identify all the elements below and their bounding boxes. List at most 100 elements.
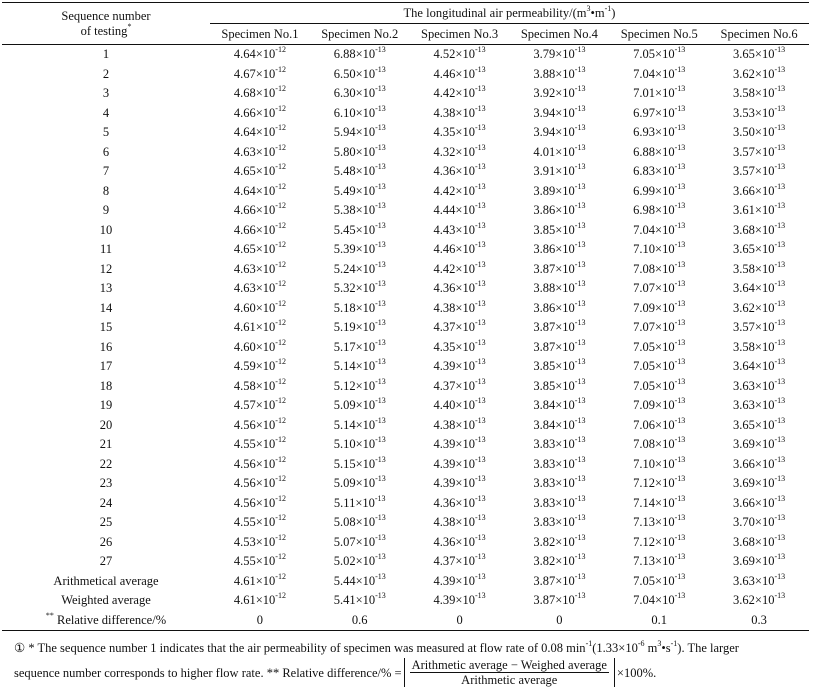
times-sign: × <box>355 300 363 315</box>
mantissa: 3.82 <box>533 554 556 569</box>
mantissa: 5.24 <box>333 261 356 276</box>
base: 10 <box>362 281 376 296</box>
mantissa: 4.56 <box>233 495 256 510</box>
permeability-value: 3.66×10-13 <box>709 494 809 514</box>
base: 10 <box>462 320 475 335</box>
exponent: -13 <box>774 376 786 386</box>
base: 10 <box>562 359 575 374</box>
footnote-exp1: -1 <box>585 639 593 648</box>
permeability-value: 3.84×10-13 <box>509 416 609 436</box>
mantissa: 4.39 <box>433 573 456 588</box>
exponent: -12 <box>275 532 286 542</box>
exponent: -13 <box>774 493 786 503</box>
permeability-value: 4.66×10-12 <box>210 201 310 221</box>
permeability-value: 3.83×10-13 <box>509 435 609 455</box>
permeability-value: 4.63×10-12 <box>210 143 310 163</box>
exponent: -13 <box>375 240 386 250</box>
exponent: -13 <box>674 591 686 601</box>
permeability-value: 5.10×10-13 <box>310 435 410 455</box>
mantissa: 5.10 <box>333 437 356 452</box>
mantissa: 4.39 <box>433 593 456 608</box>
footnote-text-c: m <box>644 641 658 655</box>
exponent: -13 <box>674 376 686 386</box>
permeability-value: 3.83×10-13 <box>509 474 609 494</box>
sequence-number-header: Sequence number of testing* <box>2 2 210 45</box>
times-sign: × <box>754 359 762 374</box>
permeability-value: 6.10×10-13 <box>310 104 410 124</box>
exponent: -13 <box>574 454 586 464</box>
base: 10 <box>562 66 575 81</box>
relative-difference-text: Relative difference/% <box>53 612 167 627</box>
table-row: 26 4.53×10-12 5.07×10-13 4.36×10-13 3.82×10-… <box>2 533 809 553</box>
exponent: -13 <box>774 45 786 55</box>
mantissa: 3.79 <box>533 47 556 62</box>
permeability-value: 3.83×10-13 <box>509 513 609 533</box>
base: 10 <box>761 125 775 140</box>
permeability-value: 3.82×10-13 <box>509 533 609 553</box>
times-sign: × <box>455 203 463 218</box>
exponent: -13 <box>474 337 486 347</box>
base: 10 <box>761 437 775 452</box>
exponent: -13 <box>375 123 386 133</box>
mantissa: 7.13 <box>633 554 656 569</box>
times-sign: × <box>455 86 463 101</box>
exponent: -12 <box>275 240 286 250</box>
permeability-value: 4.64×10-12 <box>210 45 310 65</box>
exponent: -13 <box>375 64 386 74</box>
mantissa: 7.07 <box>633 281 656 296</box>
permeability-value: 4.58×10-12 <box>210 377 310 397</box>
mantissa: 4.39 <box>433 359 456 374</box>
permeability-value: 6.93×10-13 <box>609 123 709 143</box>
base: 10 <box>562 437 575 452</box>
base: 10 <box>262 164 276 179</box>
group-label: The longitudinal air permeability/(m <box>403 5 587 20</box>
exponent: -13 <box>574 415 586 425</box>
times-sign: × <box>754 66 762 81</box>
mantissa: 4.44 <box>433 203 456 218</box>
permeability-value: 5.15×10-13 <box>310 455 410 475</box>
times-sign: × <box>255 281 263 296</box>
mantissa: 4.57 <box>233 398 256 413</box>
times-sign: × <box>754 203 762 218</box>
permeability-value: 3.92×10-13 <box>509 84 609 104</box>
times-sign: × <box>355 534 363 549</box>
permeability-value: 7.05×10-13 <box>609 377 709 397</box>
table-row: 2 4.67×10-12 6.50×10-13 4.46×10-13 3.88×10-1… <box>2 65 809 85</box>
exponent: -13 <box>375 591 386 601</box>
exponent: -13 <box>474 435 486 445</box>
mantissa: 5.09 <box>333 398 356 413</box>
permeability-value: 3.57×10-13 <box>709 318 809 338</box>
mantissa: 7.09 <box>633 300 656 315</box>
permeability-value: 5.09×10-13 <box>310 396 410 416</box>
row-label: 9 <box>102 203 110 218</box>
times-sign: × <box>655 476 663 491</box>
times-sign: × <box>455 242 463 257</box>
base: 10 <box>262 183 276 198</box>
permeability-value: 6.97×10-13 <box>609 104 709 124</box>
formula-numerator: Arithmetic average − Weighed average <box>409 658 609 673</box>
base: 10 <box>662 144 675 159</box>
permeability-value: 4.63×10-12 <box>210 279 310 299</box>
times-sign: × <box>255 573 263 588</box>
mantissa: 3.85 <box>533 359 556 374</box>
permeability-value: 4.52×10-13 <box>410 45 510 65</box>
exponent: -12 <box>275 376 286 386</box>
permeability-value: 3.62×10-13 <box>709 591 809 611</box>
exponent: -13 <box>674 201 686 211</box>
permeability-value: 3.65×10-13 <box>709 416 809 436</box>
times-sign: × <box>655 222 663 237</box>
base: 10 <box>262 125 276 140</box>
base: 10 <box>362 320 376 335</box>
base: 10 <box>662 476 675 491</box>
base: 10 <box>761 86 775 101</box>
base: 10 <box>362 398 376 413</box>
mantissa: 3.65 <box>733 417 755 432</box>
mantissa: 7.04 <box>633 222 656 237</box>
base: 10 <box>262 534 276 549</box>
exponent: -13 <box>474 201 486 211</box>
mantissa: 5.09 <box>333 476 356 491</box>
times-sign: × <box>255 242 263 257</box>
mantissa: 3.87 <box>533 339 556 354</box>
times-sign: × <box>555 417 563 432</box>
base: 10 <box>662 125 675 140</box>
